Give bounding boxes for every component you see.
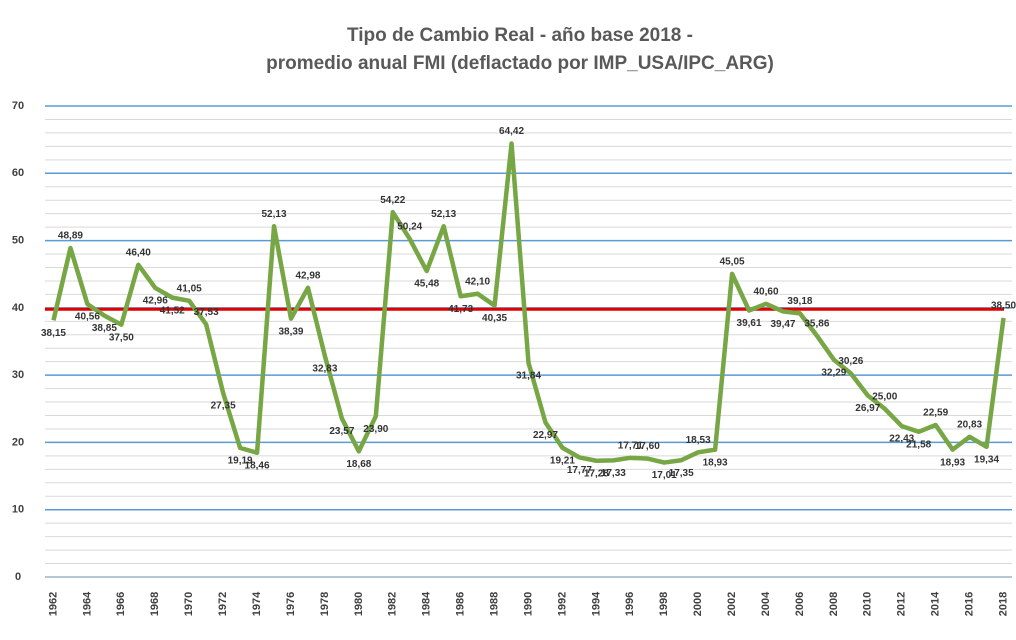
- x-tick-label: 1962: [47, 592, 59, 616]
- data-label: 41,05: [177, 283, 202, 294]
- data-label: 46,40: [126, 247, 151, 258]
- x-tick-label: 1964: [81, 591, 93, 616]
- chart-subtitle: promedio anual FMI (deflactado por IMP_U…: [266, 53, 774, 74]
- chart-title: Tipo de Cambio Real - año base 2018 -: [347, 25, 693, 46]
- data-label: 37,50: [109, 332, 134, 343]
- data-label: 40,56: [75, 312, 100, 323]
- x-tick-label: 2008: [828, 592, 840, 616]
- data-label: 19,34: [974, 455, 999, 466]
- data-label: 22,59: [923, 408, 948, 419]
- data-label: 17,71: [618, 440, 643, 451]
- data-label: 37,53: [194, 307, 219, 318]
- x-tick-label: 1992: [556, 592, 568, 616]
- data-label: 64,42: [499, 126, 524, 137]
- y-tick-label: 60: [12, 167, 24, 179]
- data-label: 17,35: [669, 468, 694, 479]
- x-tick-label: 2004: [760, 591, 772, 616]
- x-tick-label: 1970: [183, 592, 195, 616]
- x-tick-label: 1976: [285, 592, 297, 616]
- data-label: 40,60: [753, 286, 778, 297]
- data-label: 19,19: [228, 456, 253, 467]
- data-label: 35,86: [804, 318, 829, 329]
- data-label: 52,13: [262, 209, 287, 220]
- data-label: 42,10: [465, 276, 490, 287]
- data-label: 18,68: [346, 459, 371, 470]
- data-label: 42,98: [295, 270, 320, 281]
- y-tick-label: 30: [12, 369, 24, 381]
- data-label: 18,53: [686, 435, 711, 446]
- x-tick-label: 1990: [522, 592, 534, 616]
- data-label: 17,01: [652, 470, 677, 481]
- data-label: 52,13: [431, 209, 456, 220]
- data-label: 27,35: [211, 401, 236, 412]
- data-label: 30,26: [838, 356, 863, 367]
- x-tick-label: 2010: [862, 592, 874, 616]
- x-tick-label: 2016: [963, 592, 975, 616]
- data-label: 17,33: [601, 468, 626, 479]
- x-tick-label: 1968: [149, 592, 161, 616]
- data-label: 45,48: [414, 279, 439, 290]
- x-tick-label: 1988: [488, 592, 500, 616]
- data-label: 54,22: [380, 195, 405, 206]
- x-tick-label: 2014: [930, 591, 942, 616]
- y-tick-label: 70: [12, 100, 24, 112]
- data-label: 22,43: [889, 434, 914, 445]
- x-tick-label: 1974: [251, 591, 263, 616]
- data-label: 18,93: [703, 457, 728, 468]
- x-tick-label: 2000: [692, 592, 704, 616]
- data-label: 38,15: [41, 328, 66, 339]
- x-tick-label: 1978: [319, 592, 331, 616]
- data-label: 45,05: [720, 257, 745, 268]
- data-label: 23,90: [363, 424, 388, 435]
- data-label: 40,35: [482, 313, 507, 324]
- data-label: 17,77: [567, 465, 592, 476]
- data-label: 20,83: [957, 419, 982, 430]
- x-tick-label: 1986: [455, 592, 467, 616]
- x-tick-label: 2018: [997, 592, 1009, 616]
- x-tick-label: 2002: [726, 592, 738, 616]
- data-label: 39,47: [770, 319, 795, 330]
- data-label: 32,29: [821, 367, 846, 378]
- data-label: 39,61: [737, 318, 762, 329]
- data-label: 31,84: [516, 370, 541, 381]
- data-line: [51, 141, 1006, 465]
- y-tick-label: 40: [12, 302, 24, 314]
- x-tick-label: 1982: [387, 592, 399, 616]
- data-label: 42,96: [143, 296, 168, 307]
- data-label: 32,83: [312, 364, 337, 375]
- y-tick-label: 20: [12, 436, 24, 448]
- data-label: 25,00: [872, 391, 897, 402]
- x-tick-label: 1984: [421, 591, 433, 616]
- y-tick-label: 50: [12, 234, 24, 246]
- x-tick-label: 1996: [624, 592, 636, 616]
- x-tick-label: 1994: [590, 591, 602, 616]
- data-label: 18,93: [940, 457, 965, 468]
- data-label: 19,21: [550, 455, 575, 466]
- x-tick-label: 1998: [658, 592, 670, 616]
- data-label: 38,85: [92, 323, 117, 334]
- data-label: 50,24: [397, 222, 422, 233]
- data-label: 39,18: [787, 296, 812, 307]
- data-label: 22,97: [533, 430, 558, 441]
- data-label: 18,46: [245, 460, 270, 471]
- data-label: 41,52: [160, 305, 185, 316]
- data-label: 26,97: [855, 403, 880, 414]
- data-label: 17,28: [584, 468, 609, 479]
- data-label: 41,73: [448, 304, 473, 315]
- x-tick-label: 1972: [217, 592, 229, 616]
- x-tick-label: 1966: [115, 592, 127, 616]
- y-tick-label: 0: [15, 571, 21, 583]
- data-label: 38,50: [991, 301, 1016, 312]
- data-label: 17,60: [635, 441, 660, 452]
- y-tick-label: 10: [12, 504, 24, 516]
- x-tick-label: 2006: [794, 592, 806, 616]
- x-tick-label: 1980: [353, 592, 365, 616]
- data-label: 23,57: [329, 426, 354, 437]
- data-label: 21,58: [906, 439, 931, 450]
- x-tick-label: 2012: [896, 592, 908, 616]
- data-label: 48,89: [58, 231, 83, 242]
- data-label: 38,39: [278, 326, 303, 337]
